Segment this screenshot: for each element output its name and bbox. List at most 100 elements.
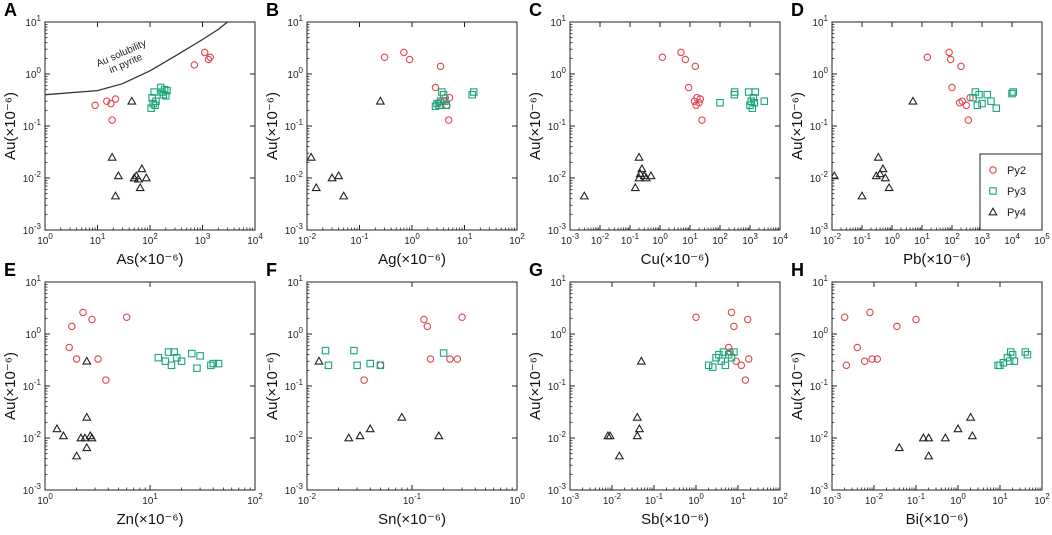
point-py2: [698, 116, 706, 124]
x-tick-label: 103: [974, 232, 990, 247]
point-py4: [87, 433, 97, 442]
y-tick-label: 10-3: [285, 222, 304, 237]
point-py2: [948, 83, 956, 92]
x-tick-label: 10-3: [823, 492, 842, 507]
point-py4: [397, 412, 407, 421]
x-tick-label: 101: [457, 232, 473, 247]
x-tick-label: 104: [247, 232, 263, 247]
point-py2: [696, 95, 705, 103]
point-py2: [102, 97, 111, 105]
panel-label: F: [266, 260, 277, 280]
point-py4: [137, 163, 147, 173]
point-py3: [730, 88, 739, 96]
data-layer: [307, 48, 478, 200]
point-py4: [632, 412, 643, 421]
x-tick-label: 101: [730, 492, 746, 507]
x-tick-label: 100: [688, 492, 704, 507]
point-py2: [111, 95, 120, 103]
point-py2: [88, 315, 96, 324]
x-tick-label: 10-1: [621, 232, 640, 247]
y-tick-label: 10-1: [23, 118, 42, 133]
x-tick-label: 100: [509, 492, 525, 507]
y-tick-label: 10-2: [23, 430, 42, 445]
point-py2: [873, 355, 882, 363]
point-py4: [635, 168, 646, 178]
point-py4: [355, 430, 365, 440]
y-tick-label: 100: [550, 326, 566, 341]
point-py3: [1008, 89, 1016, 98]
point-py4: [338, 191, 349, 200]
y-tick-label: 10-1: [23, 378, 42, 393]
point-py2: [204, 55, 213, 64]
point-py4: [344, 433, 354, 442]
y-tick-label: 10-2: [23, 170, 42, 185]
y-axis-label: Au(×10⁻⁶): [527, 92, 544, 160]
point-py2: [962, 101, 971, 110]
point-py2: [420, 315, 428, 324]
point-py2: [964, 116, 973, 124]
point-py3: [440, 97, 449, 105]
x-tick-label: 10-2: [865, 492, 884, 507]
point-py2: [737, 361, 746, 370]
point-py2: [102, 376, 110, 384]
point-py2: [190, 61, 199, 69]
point-py2: [842, 361, 851, 370]
point-py2: [72, 355, 81, 363]
point-py4: [365, 423, 375, 433]
point-py4: [878, 163, 888, 173]
point-py3: [151, 101, 159, 110]
x-tick-label: 100: [37, 492, 53, 507]
legend-label-py2: Py2: [1007, 165, 1026, 177]
point-py2: [691, 62, 700, 71]
point-py3: [442, 101, 451, 110]
x-tick-label: 103: [742, 232, 758, 247]
y-axis-label: Au(×10⁻⁶): [527, 352, 544, 420]
x-tick-label: 102: [772, 492, 788, 507]
panel-f: F10-2 10-1 10010-310-210-1100101Sn(×10⁻⁶)A…: [264, 260, 525, 528]
y-tick-label: 10-2: [548, 430, 567, 445]
point-py2: [677, 48, 685, 57]
point-py4: [923, 451, 934, 460]
x-tick-label: 104: [772, 232, 788, 247]
point-py4: [630, 182, 641, 192]
point-py4: [884, 182, 894, 192]
y-tick-label: 10-3: [23, 222, 42, 237]
point-py2: [360, 376, 368, 384]
x-tick-label: 10-2: [603, 492, 622, 507]
point-py2: [68, 322, 76, 331]
x-tick-label: 102: [509, 232, 525, 247]
point-py4: [133, 174, 144, 183]
point-py4: [605, 430, 615, 440]
point-py3: [350, 346, 358, 355]
y-tick-label: 10-1: [810, 118, 829, 133]
panel-label: B: [266, 0, 279, 20]
point-py2: [695, 98, 703, 107]
point-py2: [743, 315, 752, 324]
panel-g: G 10-3 10-2 10-1 100 101 102 10-3 10-2 10-1 100 101…: [527, 260, 788, 528]
x-tick-label: 100: [950, 492, 966, 507]
point-py4: [141, 173, 152, 182]
point-py3: [983, 90, 992, 99]
point-py4: [110, 191, 121, 200]
point-py4: [614, 451, 625, 460]
point-py2: [426, 355, 435, 363]
data-layer: [832, 48, 1017, 200]
point-py3: [749, 93, 758, 102]
x-tick-label: 101: [682, 232, 698, 247]
point-py4: [113, 170, 124, 180]
x-tick-label: 101: [90, 232, 106, 247]
point-py4: [894, 442, 905, 452]
point-py4: [646, 170, 656, 180]
point-py2: [744, 355, 753, 363]
x-tick-label: 101: [914, 232, 930, 247]
y-tick-label: 101: [550, 274, 566, 289]
point-py3: [324, 361, 333, 370]
x-tick-label: 100: [404, 232, 420, 247]
x-tick-label: 10-2: [823, 232, 842, 247]
point-py4: [875, 168, 885, 178]
point-py3: [193, 364, 201, 372]
x-axis-label: Ag(×10⁻⁶): [378, 251, 446, 268]
point-py2: [741, 376, 750, 384]
y-tick-label: 10-1: [548, 118, 567, 133]
x-tick-label: 105: [1034, 232, 1050, 247]
